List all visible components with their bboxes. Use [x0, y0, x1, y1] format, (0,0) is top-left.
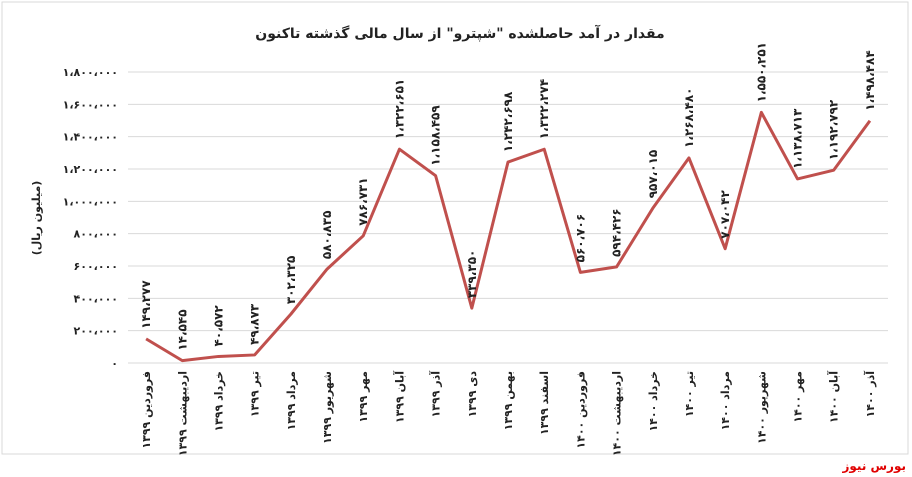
data-label: ۷۰۷،۰۴۲ — [718, 190, 732, 239]
y-tick-label: ۱،۰۰۰،۰۰۰ — [63, 195, 118, 208]
x-tick-label: تیر ۱۴۰۰ — [683, 371, 696, 417]
x-tick-label: فروردین ۱۳۹۹ — [140, 371, 153, 449]
y-tick-label: ۴۰۰،۰۰۰ — [74, 292, 118, 305]
data-label: ۱،۱۵۸،۴۵۹ — [429, 105, 443, 166]
x-tick-label: اسفند ۱۳۹۹ — [538, 371, 551, 435]
x-tick-label: آبان ۱۳۹۹ — [392, 371, 406, 423]
chart-title: مقدار در آمد حاصلشده "شپترو" از سال مالی… — [255, 24, 664, 42]
data-label: ۱۴،۵۴۵ — [175, 309, 189, 350]
y-tick-label: ۱،۸۰۰،۰۰۰ — [63, 66, 118, 79]
x-tick-label: خرداد ۱۳۹۹ — [212, 371, 225, 432]
x-tick-label: مرداد ۱۴۰۰ — [719, 371, 732, 430]
x-tick-label: آذر ۱۴۰۰ — [863, 371, 877, 418]
x-tick-label: اردیبهشت ۱۳۹۹ — [176, 371, 189, 456]
data-label: ۵۸۰،۸۳۵ — [320, 211, 334, 260]
x-tick-label: بهمن ۱۳۹۹ — [502, 371, 515, 430]
x-tick-label: آبان ۱۴۰۰ — [827, 371, 841, 423]
x-tick-label: فروردین ۱۴۰۰ — [574, 371, 587, 449]
y-tick-label: ۶۰۰،۰۰۰ — [74, 260, 118, 273]
y-axis-title: (میلیون ریال) — [30, 181, 43, 256]
y-tick-label: ۱،۲۰۰،۰۰۰ — [63, 163, 118, 176]
x-tick-label: اردیبهشت ۱۴۰۰ — [611, 371, 624, 456]
data-label: ۴۰،۵۷۲ — [211, 305, 225, 347]
x-tick-label: آذر ۱۳۹۹ — [429, 371, 443, 418]
data-label: ۵۶۰،۷۰۶ — [573, 214, 587, 263]
data-label: ۱۴۹،۲۷۷ — [139, 280, 153, 329]
data-label: ۱،۳۲۲،۶۵۱ — [392, 79, 406, 139]
data-label: ۱،۱۹۲،۷۹۲ — [827, 99, 841, 160]
x-tick-label: شهریور ۱۳۹۹ — [321, 371, 334, 444]
data-label: ۹۵۷،۰۱۵ — [646, 150, 660, 199]
data-label: ۵۹۴،۴۲۶ — [610, 208, 624, 257]
y-tick-label: ۰ — [111, 357, 118, 370]
x-tick-label: خرداد ۱۴۰۰ — [647, 371, 660, 432]
y-tick-label: ۱،۴۰۰،۰۰۰ — [63, 131, 118, 144]
y-tick-label: ۲۰۰،۰۰۰ — [74, 325, 118, 338]
data-label: ۱،۵۵۰،۲۵۱ — [754, 42, 768, 102]
data-line — [145, 110, 872, 363]
data-label: ۱،۳۲۲،۲۷۴ — [537, 79, 551, 139]
data-label: ۱،۴۹۸،۴۸۴ — [863, 50, 877, 110]
data-label: ۱،۲۶۸،۴۸۰ — [682, 88, 696, 148]
x-tick-label: مهر ۱۴۰۰ — [792, 371, 805, 423]
data-label: ۳۳۹،۳۵۰ — [465, 250, 479, 299]
x-tick-label: تیر ۱۳۹۹ — [249, 371, 262, 417]
chart-frame — [1, 1, 909, 455]
source: بورس نیوز — [841, 459, 906, 474]
data-label: ۳۰۲،۳۲۵ — [284, 256, 298, 305]
x-tick-label: شهریور ۱۴۰۰ — [755, 371, 768, 444]
data-label: ۷۸۶،۷۳۱ — [356, 177, 370, 226]
data-label: ۱،۱۳۸،۷۱۳ — [791, 108, 805, 169]
x-tick-label: مرداد ۱۳۹۹ — [285, 371, 298, 430]
x-tick-label: مهر ۱۳۹۹ — [357, 371, 370, 423]
data-label: ۱،۲۴۲،۶۹۸ — [501, 91, 515, 152]
y-tick-label: ۸۰۰،۰۰۰ — [74, 228, 118, 241]
data-label: ۴۹،۸۷۳ — [248, 303, 262, 345]
x-tick-label: دی ۱۳۹۹ — [466, 371, 479, 418]
y-tick-label: ۱،۶۰۰،۰۰۰ — [63, 98, 118, 111]
